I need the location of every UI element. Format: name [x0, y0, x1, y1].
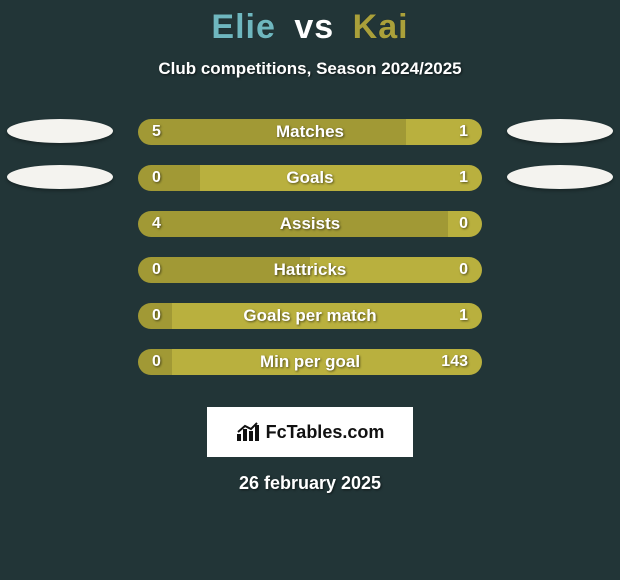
stat-bar-track — [138, 119, 482, 145]
date-text: 26 february 2025 — [0, 473, 620, 494]
stat-bar-track — [138, 257, 482, 283]
logo-box: FcTables.com — [207, 407, 413, 457]
stat-bar-right — [406, 119, 482, 145]
player2-avatar — [507, 119, 613, 143]
player1-avatar — [7, 119, 113, 143]
vs-word: vs — [294, 8, 334, 46]
stat-bar-track — [138, 303, 482, 329]
player2-name: Kai — [353, 8, 409, 46]
stat-bar-left — [138, 165, 200, 191]
stat-row: Goals01 — [0, 165, 620, 211]
stat-bar-left — [138, 211, 448, 237]
stat-bar-right — [310, 257, 482, 283]
stat-bar-right — [172, 349, 482, 375]
logo-text: FcTables.com — [266, 422, 385, 443]
stats-rows: Matches51Goals01Assists40Hattricks00Goal… — [0, 119, 620, 395]
logo-chart-icon — [236, 422, 260, 442]
stat-bar-right — [200, 165, 482, 191]
stat-bar-left — [138, 303, 172, 329]
stat-row: Assists40 — [0, 211, 620, 257]
stat-row: Hattricks00 — [0, 257, 620, 303]
page-title: Elie vs Kai — [0, 0, 620, 47]
player1-avatar — [7, 165, 113, 189]
stat-row: Matches51 — [0, 119, 620, 165]
stat-bar-track — [138, 349, 482, 375]
stat-bar-left — [138, 257, 310, 283]
player2-avatar — [507, 165, 613, 189]
stat-bar-track — [138, 165, 482, 191]
player1-name: Elie — [211, 8, 275, 46]
comparison-infographic: Elie vs Kai Club competitions, Season 20… — [0, 0, 620, 580]
stat-row: Min per goal0143 — [0, 349, 620, 395]
subtitle: Club competitions, Season 2024/2025 — [0, 59, 620, 79]
stat-bar-right — [448, 211, 482, 237]
stat-bar-left — [138, 119, 406, 145]
stat-row: Goals per match01 — [0, 303, 620, 349]
stat-bar-left — [138, 349, 172, 375]
stat-bar-right — [172, 303, 482, 329]
stat-bar-track — [138, 211, 482, 237]
